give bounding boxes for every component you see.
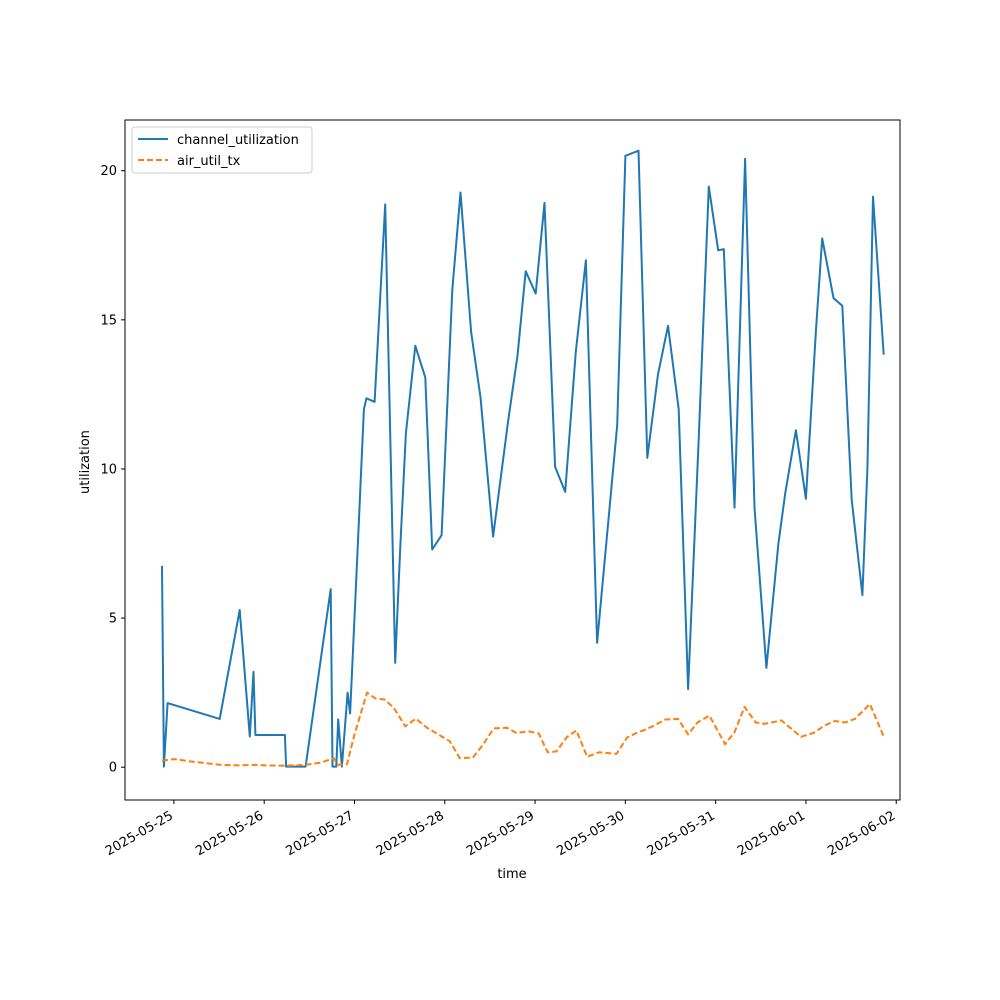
y-tick-label: 10: [100, 462, 117, 477]
y-axis: 0 5 10 15 20: [100, 164, 125, 776]
legend-label-air-util-tx: air_util_tx: [177, 154, 241, 169]
series-layer: [161, 149, 885, 768]
legend: channel_utilization air_util_tx: [131, 126, 313, 174]
plot-area-frame: [124, 119, 901, 801]
series-line-air-util-tx: [161, 691, 885, 767]
legend-box: [131, 126, 313, 174]
y-tick-label: 0: [109, 761, 117, 776]
legend-label-channel-utilization: channel_utilization: [177, 133, 299, 148]
x-axis-title: time: [497, 867, 526, 882]
y-axis-title: utilization: [78, 430, 93, 494]
y-tick-label: 15: [100, 313, 117, 328]
y-tick-label: 20: [100, 164, 117, 179]
y-tick-label: 5: [109, 612, 117, 627]
series-line-channel-utilization: [161, 149, 885, 768]
